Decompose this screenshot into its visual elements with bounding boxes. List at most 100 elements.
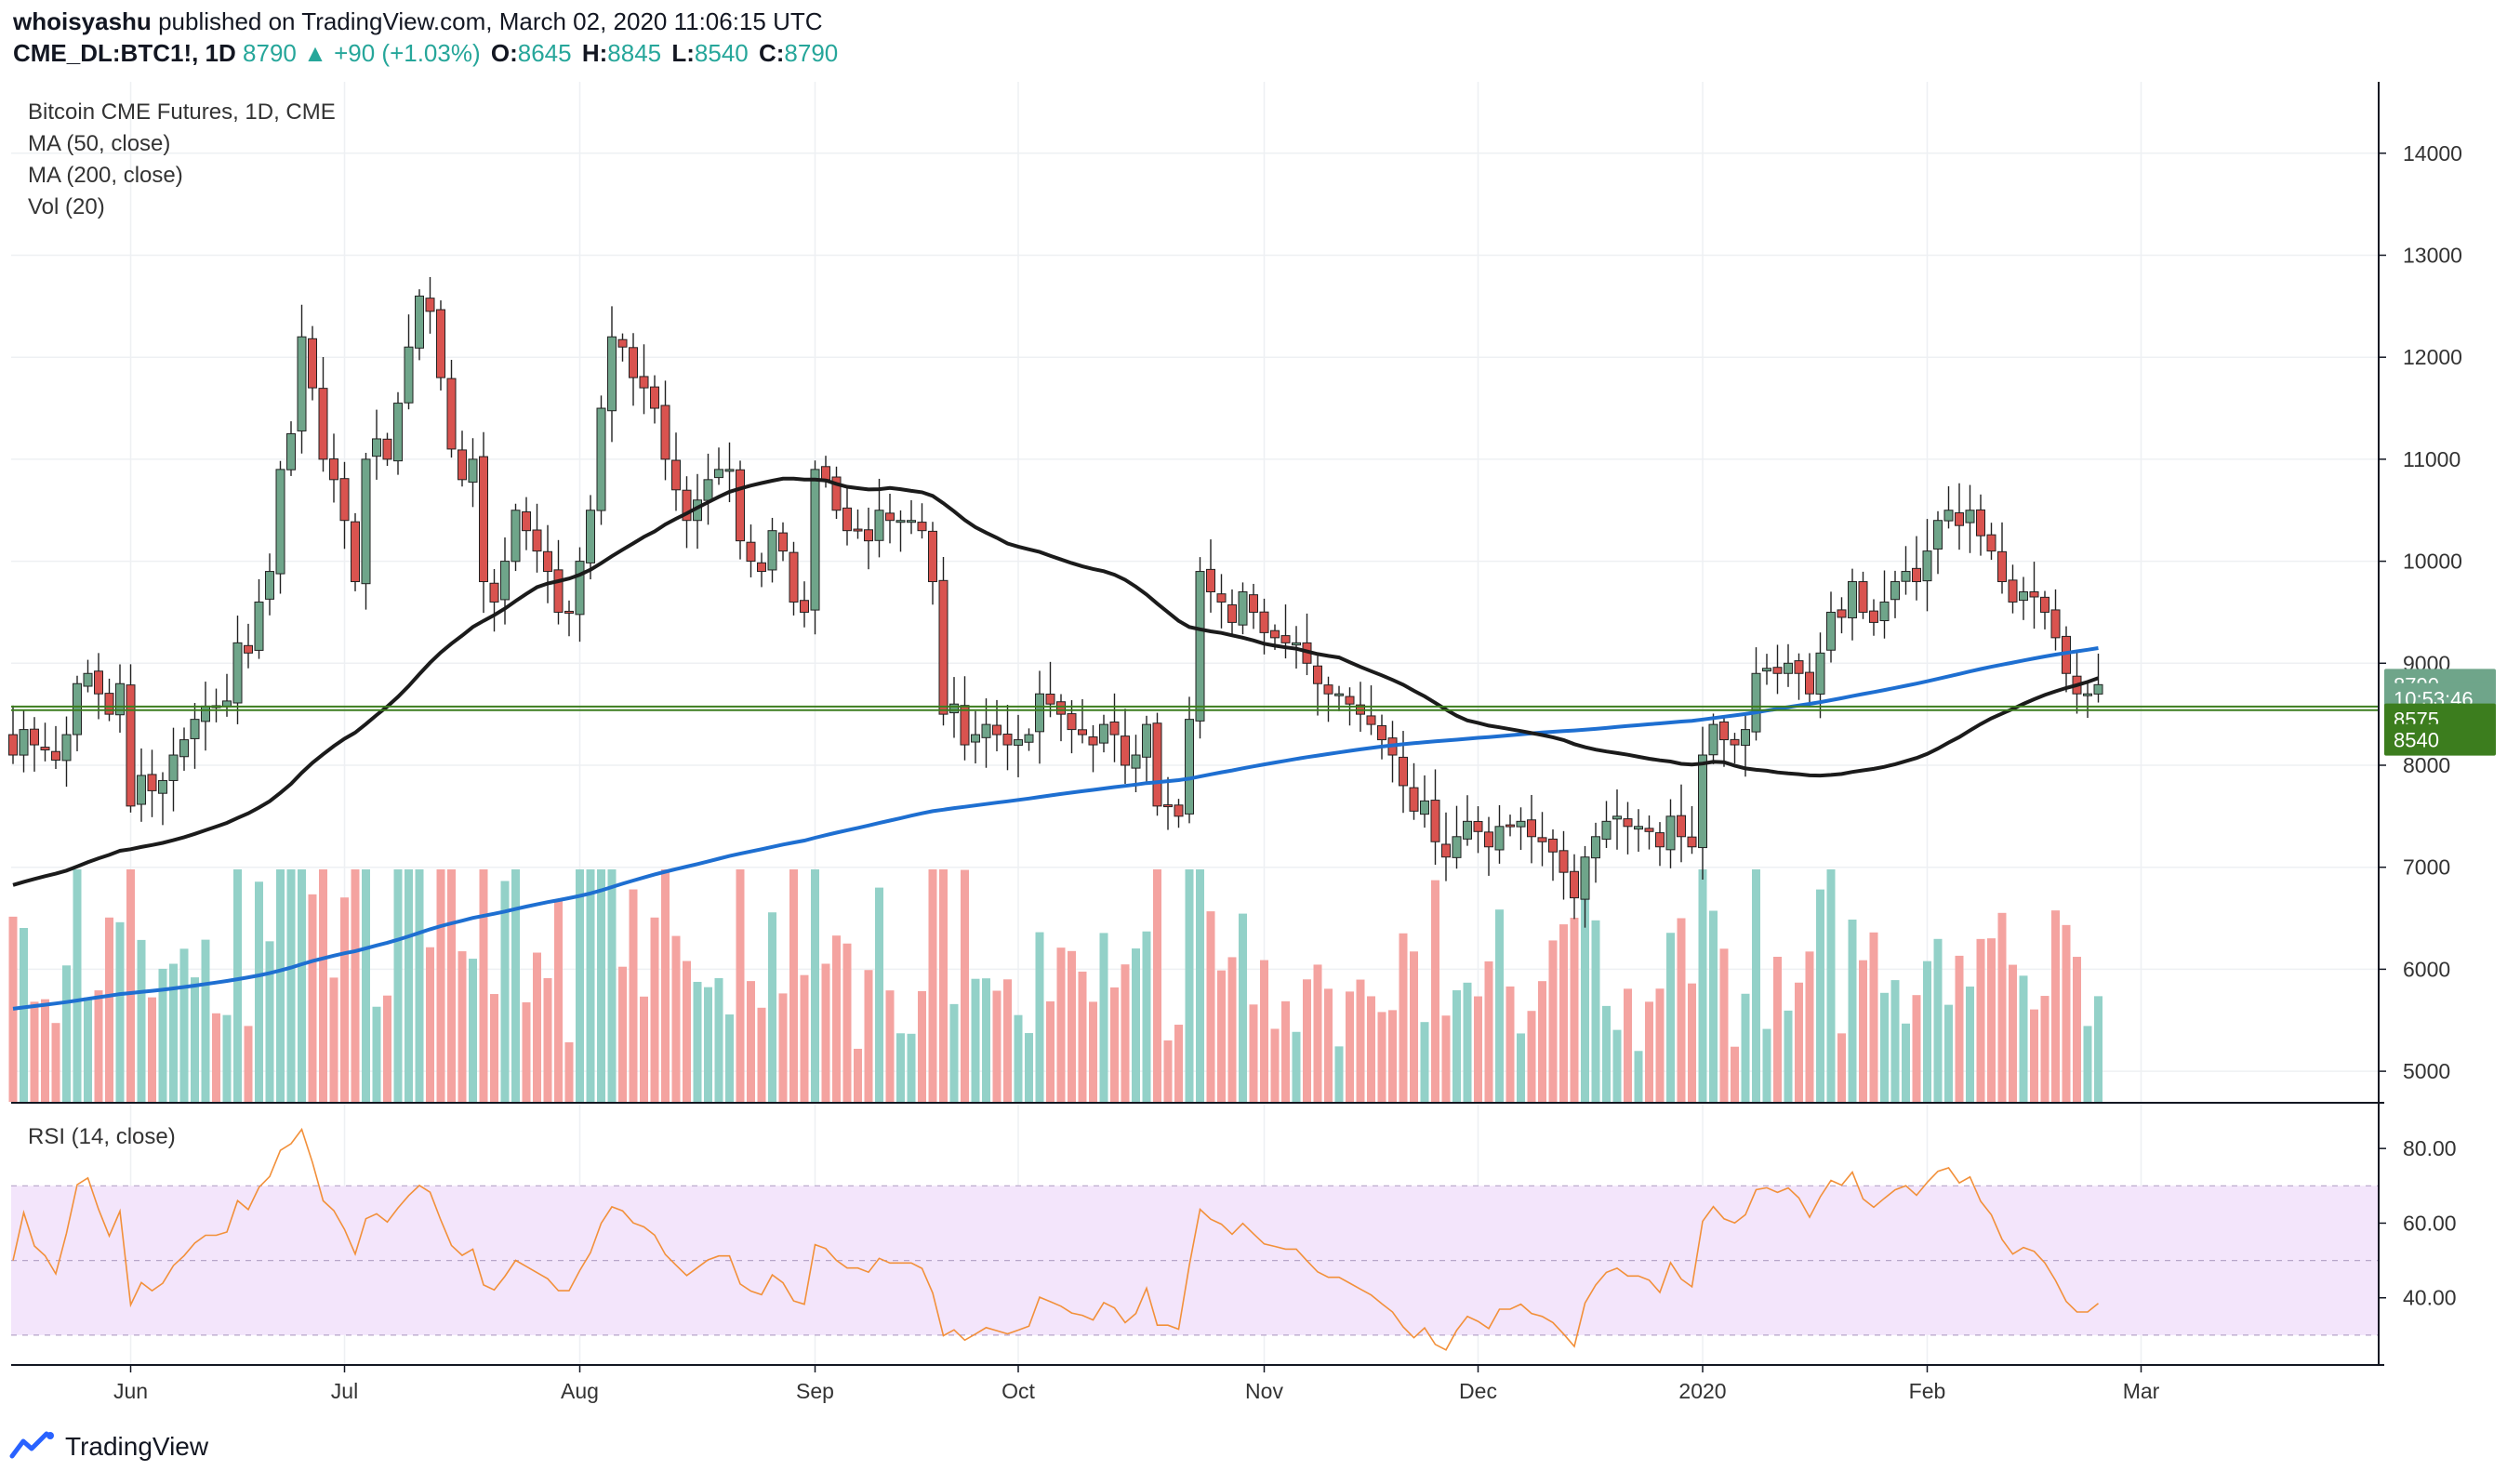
chart-frame xyxy=(11,82,2384,1366)
candle-body xyxy=(382,438,392,460)
volume-bar xyxy=(308,894,317,1102)
candle-body xyxy=(1986,534,1996,552)
candle-body xyxy=(1452,836,1462,858)
volume-bar xyxy=(1003,979,1012,1102)
volume-bar xyxy=(1174,1025,1183,1102)
volume-bar xyxy=(1014,1014,1023,1102)
volume-bar xyxy=(949,1003,959,1102)
ohlc-open-label: O: xyxy=(490,39,518,67)
candle-body xyxy=(1014,739,1023,746)
price-tick-label: 14000 xyxy=(2403,141,2462,166)
candle-body xyxy=(115,682,125,716)
volume-bar xyxy=(992,990,1001,1102)
volume-bar xyxy=(362,869,370,1102)
volume-bar xyxy=(1784,1010,1793,1102)
time-tick-label: Feb xyxy=(1909,1379,1946,1403)
volume-bar xyxy=(469,959,477,1102)
volume-bar xyxy=(554,900,563,1102)
legend-vol[interactable]: Vol (20) xyxy=(28,194,105,219)
candle-body xyxy=(1997,550,2007,583)
tradingview-logo-icon[interactable] xyxy=(9,1430,58,1464)
volume-bar xyxy=(383,995,391,1102)
candle-body xyxy=(201,705,210,722)
volume-bar xyxy=(1517,1033,1525,1102)
candle-body xyxy=(810,469,820,611)
candle-body xyxy=(1409,787,1419,812)
volume-bar xyxy=(1902,1023,1910,1102)
volume-bar xyxy=(597,869,605,1102)
volume-bar xyxy=(1869,932,1878,1102)
price-chart[interactable]: 5000600070008000900010000110001200013000… xyxy=(0,82,2507,1411)
author-name[interactable]: whoisyashu xyxy=(13,7,152,35)
volume-bar xyxy=(778,993,788,1102)
candle-body xyxy=(1772,667,1783,674)
volume-bar xyxy=(533,952,541,1102)
volume-bar xyxy=(319,869,327,1102)
volume-bar xyxy=(1025,1033,1033,1102)
candle-body xyxy=(297,336,307,431)
time-axis[interactable]: Jun Jul Aug Sep Oct Nov Dec 2020 Feb Mar xyxy=(113,1365,2160,1403)
volume-bar xyxy=(1890,980,1900,1102)
volume-bar xyxy=(1270,1028,1280,1102)
volume-bar xyxy=(1206,911,1215,1102)
volume-bar xyxy=(137,939,146,1102)
volume-bar xyxy=(1217,970,1226,1102)
price-badge xyxy=(2384,723,2496,756)
volume-bar xyxy=(1484,961,1493,1102)
candle-body xyxy=(907,520,916,523)
candle-body xyxy=(1965,510,1975,523)
volume-bar xyxy=(1227,957,1237,1102)
volume-bar xyxy=(1260,960,1268,1102)
candle-body xyxy=(949,703,959,714)
candle-body xyxy=(553,569,564,613)
candle-body xyxy=(1506,824,1515,828)
candle-body xyxy=(446,378,457,450)
volume-bar xyxy=(500,881,510,1102)
volume-bar xyxy=(789,869,798,1102)
candle-body xyxy=(1815,652,1825,695)
volume-bar xyxy=(436,869,445,1102)
volume-bar xyxy=(2062,924,2071,1102)
volume-bar xyxy=(1731,1046,1739,1102)
volume-bar xyxy=(62,965,71,1102)
legend: Bitcoin CME Futures, 1D, CME MA (50, clo… xyxy=(28,99,336,1149)
ohlc-high-label: H: xyxy=(581,39,608,67)
candle-body xyxy=(1548,838,1558,853)
candle-body xyxy=(1399,756,1408,787)
rsi-legend[interactable]: RSI (14, close) xyxy=(28,1124,176,1149)
volume-bar xyxy=(1410,951,1418,1102)
volume-bar xyxy=(1110,987,1119,1102)
price-tick-label: 11000 xyxy=(2403,447,2461,471)
volume-bar xyxy=(1826,869,1836,1102)
candle-body xyxy=(1024,734,1034,743)
candle-body xyxy=(393,403,403,462)
candle-body xyxy=(789,551,799,603)
ohlc-low-label: L: xyxy=(671,39,695,67)
footer-brand[interactable]: TradingView xyxy=(65,1432,209,1461)
candle-body xyxy=(436,309,445,378)
price-axis[interactable]: 5000600070008000900010000110001200013000… xyxy=(2379,141,2462,1083)
volume-bar xyxy=(179,948,189,1102)
price-tick-label: 7000 xyxy=(2403,855,2450,880)
price-tick-label: 5000 xyxy=(2403,1059,2450,1083)
candle-body xyxy=(1484,831,1493,848)
rsi-line xyxy=(12,1127,2100,1351)
volume-bar xyxy=(1591,920,1600,1102)
candle-body xyxy=(1955,512,1964,526)
price-tick-label: 12000 xyxy=(2403,345,2462,369)
volume-bar xyxy=(1923,961,1931,1102)
candle-body xyxy=(1858,581,1868,613)
candle-body xyxy=(831,476,842,511)
candle-body xyxy=(1078,729,1087,735)
rsi-axis[interactable]: 40.00 60.00 80.00 xyxy=(2379,1136,2457,1310)
volume-bar xyxy=(1837,1033,1846,1102)
legend-ma200[interactable]: MA (200, close) xyxy=(28,163,183,188)
volume-bar xyxy=(1752,869,1760,1102)
volume-bar xyxy=(939,869,948,1102)
candle-body xyxy=(1805,671,1814,695)
time-tick-label: Jul xyxy=(331,1379,358,1403)
volume-bar xyxy=(1132,948,1140,1102)
candle-body xyxy=(2093,683,2103,695)
legend-ma50[interactable]: MA (50, close) xyxy=(28,131,170,156)
up-arrow-icon: ▲ xyxy=(303,39,327,67)
